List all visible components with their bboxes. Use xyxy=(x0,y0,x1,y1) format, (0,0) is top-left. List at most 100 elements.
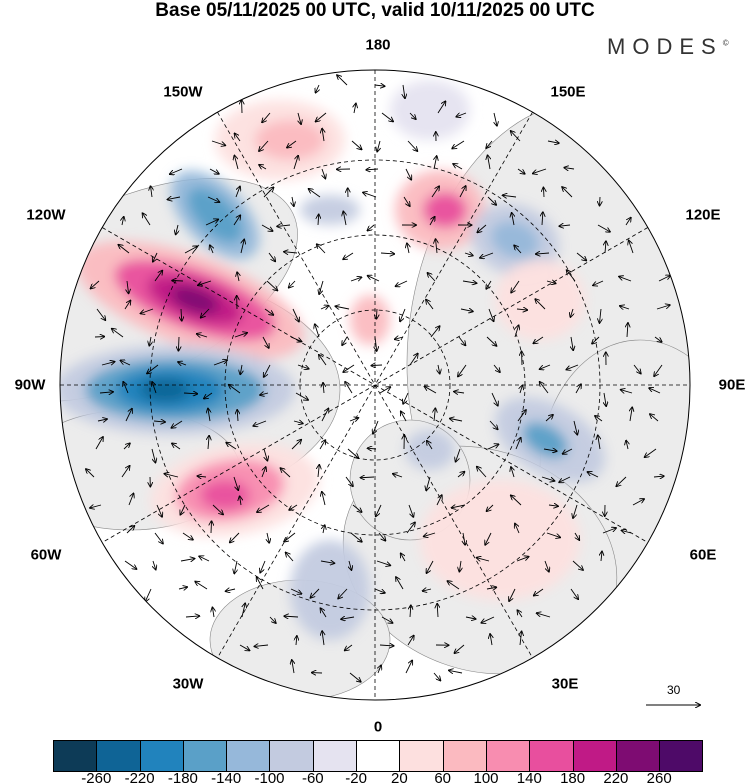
wind-arrow xyxy=(316,84,319,93)
wind-arrow xyxy=(543,188,544,198)
wind-arrow xyxy=(292,308,299,322)
colorbar-swatch xyxy=(486,741,531,771)
wind-arrow xyxy=(149,336,151,346)
wind-arrow xyxy=(180,559,194,561)
wind-arrow xyxy=(573,504,578,518)
wind-arrow xyxy=(345,476,353,486)
wind-arrow xyxy=(571,336,573,350)
wind-arrow xyxy=(542,212,543,226)
wind-arrow xyxy=(491,392,498,406)
wind-arrow xyxy=(254,645,269,646)
wind-arrow xyxy=(366,169,379,170)
wind-arrow xyxy=(154,271,162,282)
wind-arrow xyxy=(622,530,632,533)
colorbar-label: 60 xyxy=(434,770,452,783)
wind-arrow xyxy=(182,532,193,540)
wind-arrow xyxy=(407,243,409,254)
wind-arrow xyxy=(310,588,320,598)
wind-arrow xyxy=(121,466,130,478)
wind-arrow xyxy=(234,560,237,573)
wind-arrow xyxy=(118,245,130,254)
wind-arrow xyxy=(407,140,417,151)
wind-arrow xyxy=(349,560,351,570)
wind-arrow xyxy=(91,280,100,288)
anomaly-contour xyxy=(290,540,370,640)
colorbar-label: -220 xyxy=(124,770,155,783)
wind-arrow xyxy=(343,211,346,226)
wind-arrow xyxy=(351,140,362,149)
wind-arrow xyxy=(456,448,461,462)
wind-arrow xyxy=(602,528,616,534)
wind-arrow xyxy=(321,409,328,422)
wind-arrow xyxy=(343,252,354,259)
wind-arrow xyxy=(322,492,325,506)
colorbar-label: 180 xyxy=(560,770,586,783)
wind-arrow xyxy=(459,186,466,198)
wind-arrow xyxy=(212,607,214,618)
wind-arrow xyxy=(197,334,208,337)
wind-arrow xyxy=(488,308,494,321)
colorbar-swatch xyxy=(400,741,444,771)
wind-arrow xyxy=(477,224,487,232)
wind-arrow xyxy=(350,532,362,542)
wind-arrow xyxy=(291,440,301,450)
wind-arrow xyxy=(259,140,269,151)
wind-arrow xyxy=(486,587,496,589)
wind-arrow xyxy=(309,189,321,198)
colorbar-swatch xyxy=(616,741,661,771)
wind-arrow xyxy=(438,364,440,374)
wind-arrow xyxy=(454,392,465,393)
wind-arrow xyxy=(293,156,298,170)
wind-arrow xyxy=(566,364,579,370)
wind-arrow xyxy=(653,476,664,477)
wind-arrow xyxy=(410,605,411,618)
anomaly-contour xyxy=(390,80,470,140)
wind-arrow xyxy=(434,156,437,170)
anomaly-contour xyxy=(423,192,467,228)
wind-arrow xyxy=(153,560,156,569)
wind-arrow xyxy=(363,192,377,198)
wind-arrow xyxy=(486,140,493,148)
wind-arrow xyxy=(120,360,131,366)
wind-arrow xyxy=(323,383,324,394)
wind-arrow xyxy=(284,252,298,253)
wind-arrow xyxy=(204,392,213,399)
wind-arrow xyxy=(242,603,245,618)
wind-arrow xyxy=(601,552,602,562)
wind-arrow xyxy=(535,299,546,310)
wind-arrow xyxy=(122,217,124,226)
wind-arrow xyxy=(378,665,381,674)
wind-arrow xyxy=(564,168,575,169)
wind-arrow xyxy=(86,469,95,478)
anomaly-contour xyxy=(171,285,219,315)
wind-arrow xyxy=(401,411,407,422)
wind-arrow xyxy=(406,522,415,534)
colorbar-label: -20 xyxy=(345,770,367,783)
label-60e: 60E xyxy=(689,546,717,564)
wind-arrow xyxy=(240,364,242,374)
wind-arrow xyxy=(487,444,498,450)
wind-arrow xyxy=(345,644,353,650)
wind-arrow xyxy=(403,84,405,98)
wind-arrow xyxy=(298,112,301,124)
wind-arrow xyxy=(400,308,406,321)
wind-arrow xyxy=(548,505,558,506)
label-180: 180 xyxy=(365,36,391,54)
label-30e: 30E xyxy=(551,675,579,693)
wind-arrow xyxy=(208,409,210,422)
anomaly-contour xyxy=(420,480,580,600)
wind-arrow xyxy=(350,277,361,282)
label-30w: 30W xyxy=(172,675,204,693)
wind-arrow xyxy=(168,197,181,199)
wind-arrow xyxy=(235,133,241,142)
wind-arrow xyxy=(126,526,134,534)
wind-arrow xyxy=(517,168,525,174)
wind-arrow xyxy=(604,392,606,406)
wind-arrow xyxy=(257,504,270,512)
wind-arrow xyxy=(424,533,436,536)
colorbar-swatch xyxy=(357,741,401,771)
wind-arrow xyxy=(90,505,102,508)
colorbar-label: -100 xyxy=(254,770,285,783)
wind-arrow xyxy=(547,141,559,143)
wind-arrow xyxy=(349,418,358,421)
